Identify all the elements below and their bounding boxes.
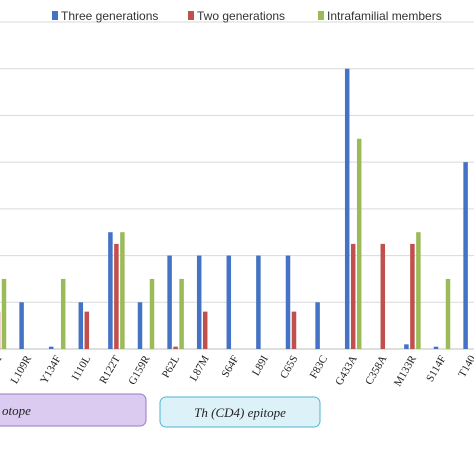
x-tick-label: I110L [70, 353, 94, 382]
bar [291, 311, 297, 349]
bar [108, 232, 113, 349]
bar [463, 162, 468, 349]
bar [410, 243, 415, 349]
bar [149, 278, 155, 349]
bar [137, 302, 143, 349]
x-tick-label: L109R [9, 353, 35, 386]
bar [226, 255, 232, 349]
legend-swatch [318, 11, 324, 20]
x-tick-label: C358A [363, 353, 389, 387]
x-tick-label: H [0, 353, 5, 366]
epitope-box-right-label: Th (CD4) epitope [194, 405, 286, 420]
bar [256, 255, 261, 349]
x-tick-label: L89I [250, 353, 271, 378]
x-tick-label: P62L [160, 353, 182, 380]
bar [404, 344, 409, 349]
epitope-box-left: otope [0, 393, 147, 427]
epitope-box-left-shape [0, 393, 147, 427]
bar [285, 255, 291, 349]
bar [173, 346, 178, 349]
x-tick-label: F83C [308, 354, 331, 381]
bar [167, 255, 172, 349]
legend-swatch [188, 11, 194, 20]
bar [1, 278, 7, 349]
x-tick-label: S64F [219, 354, 241, 380]
x-tick-label: Y134F [38, 354, 64, 386]
x-tick-label: G433A [333, 353, 360, 387]
legend-swatch [52, 11, 58, 20]
bar [350, 243, 356, 349]
x-tick-label: R122T [97, 353, 123, 386]
x-tick-label: M133R [392, 353, 420, 389]
x-tick-label: T140 [456, 353, 474, 380]
legend: Three generations Two generations Intrafam… [52, 9, 442, 23]
gridlines [0, 21, 474, 350]
bar [60, 278, 66, 349]
legend-label: Two generations [197, 9, 285, 23]
legend-label: Intrafamilial members [327, 9, 442, 23]
x-tick-label: L87M [188, 353, 212, 383]
bar [356, 138, 362, 349]
bar [78, 302, 84, 349]
bar [445, 278, 451, 349]
bars [0, 68, 468, 349]
bar [120, 232, 125, 349]
bar [19, 302, 24, 349]
bar [48, 346, 54, 349]
bar [114, 243, 119, 349]
x-tick-labels: H L109R Y134F I110L R122T G159R P62L L87M S64F L8… [0, 353, 474, 389]
epitope-box-right-shape [159, 396, 321, 428]
bar [179, 278, 184, 349]
bar [84, 311, 90, 349]
bar [433, 346, 439, 349]
legend-label: Three generations [61, 9, 158, 23]
epitope-box-left-label: otope [2, 403, 31, 418]
x-tick-label: G159R [126, 353, 153, 387]
bar [380, 243, 386, 349]
x-tick-label: C65S [278, 354, 301, 381]
bar [315, 302, 320, 349]
bar [416, 232, 421, 349]
bar [202, 311, 208, 349]
x-tick-label: S114F [424, 354, 449, 385]
bar [344, 68, 350, 349]
epitope-box-right: Th (CD4) epitope [159, 396, 321, 428]
bar [196, 255, 202, 349]
